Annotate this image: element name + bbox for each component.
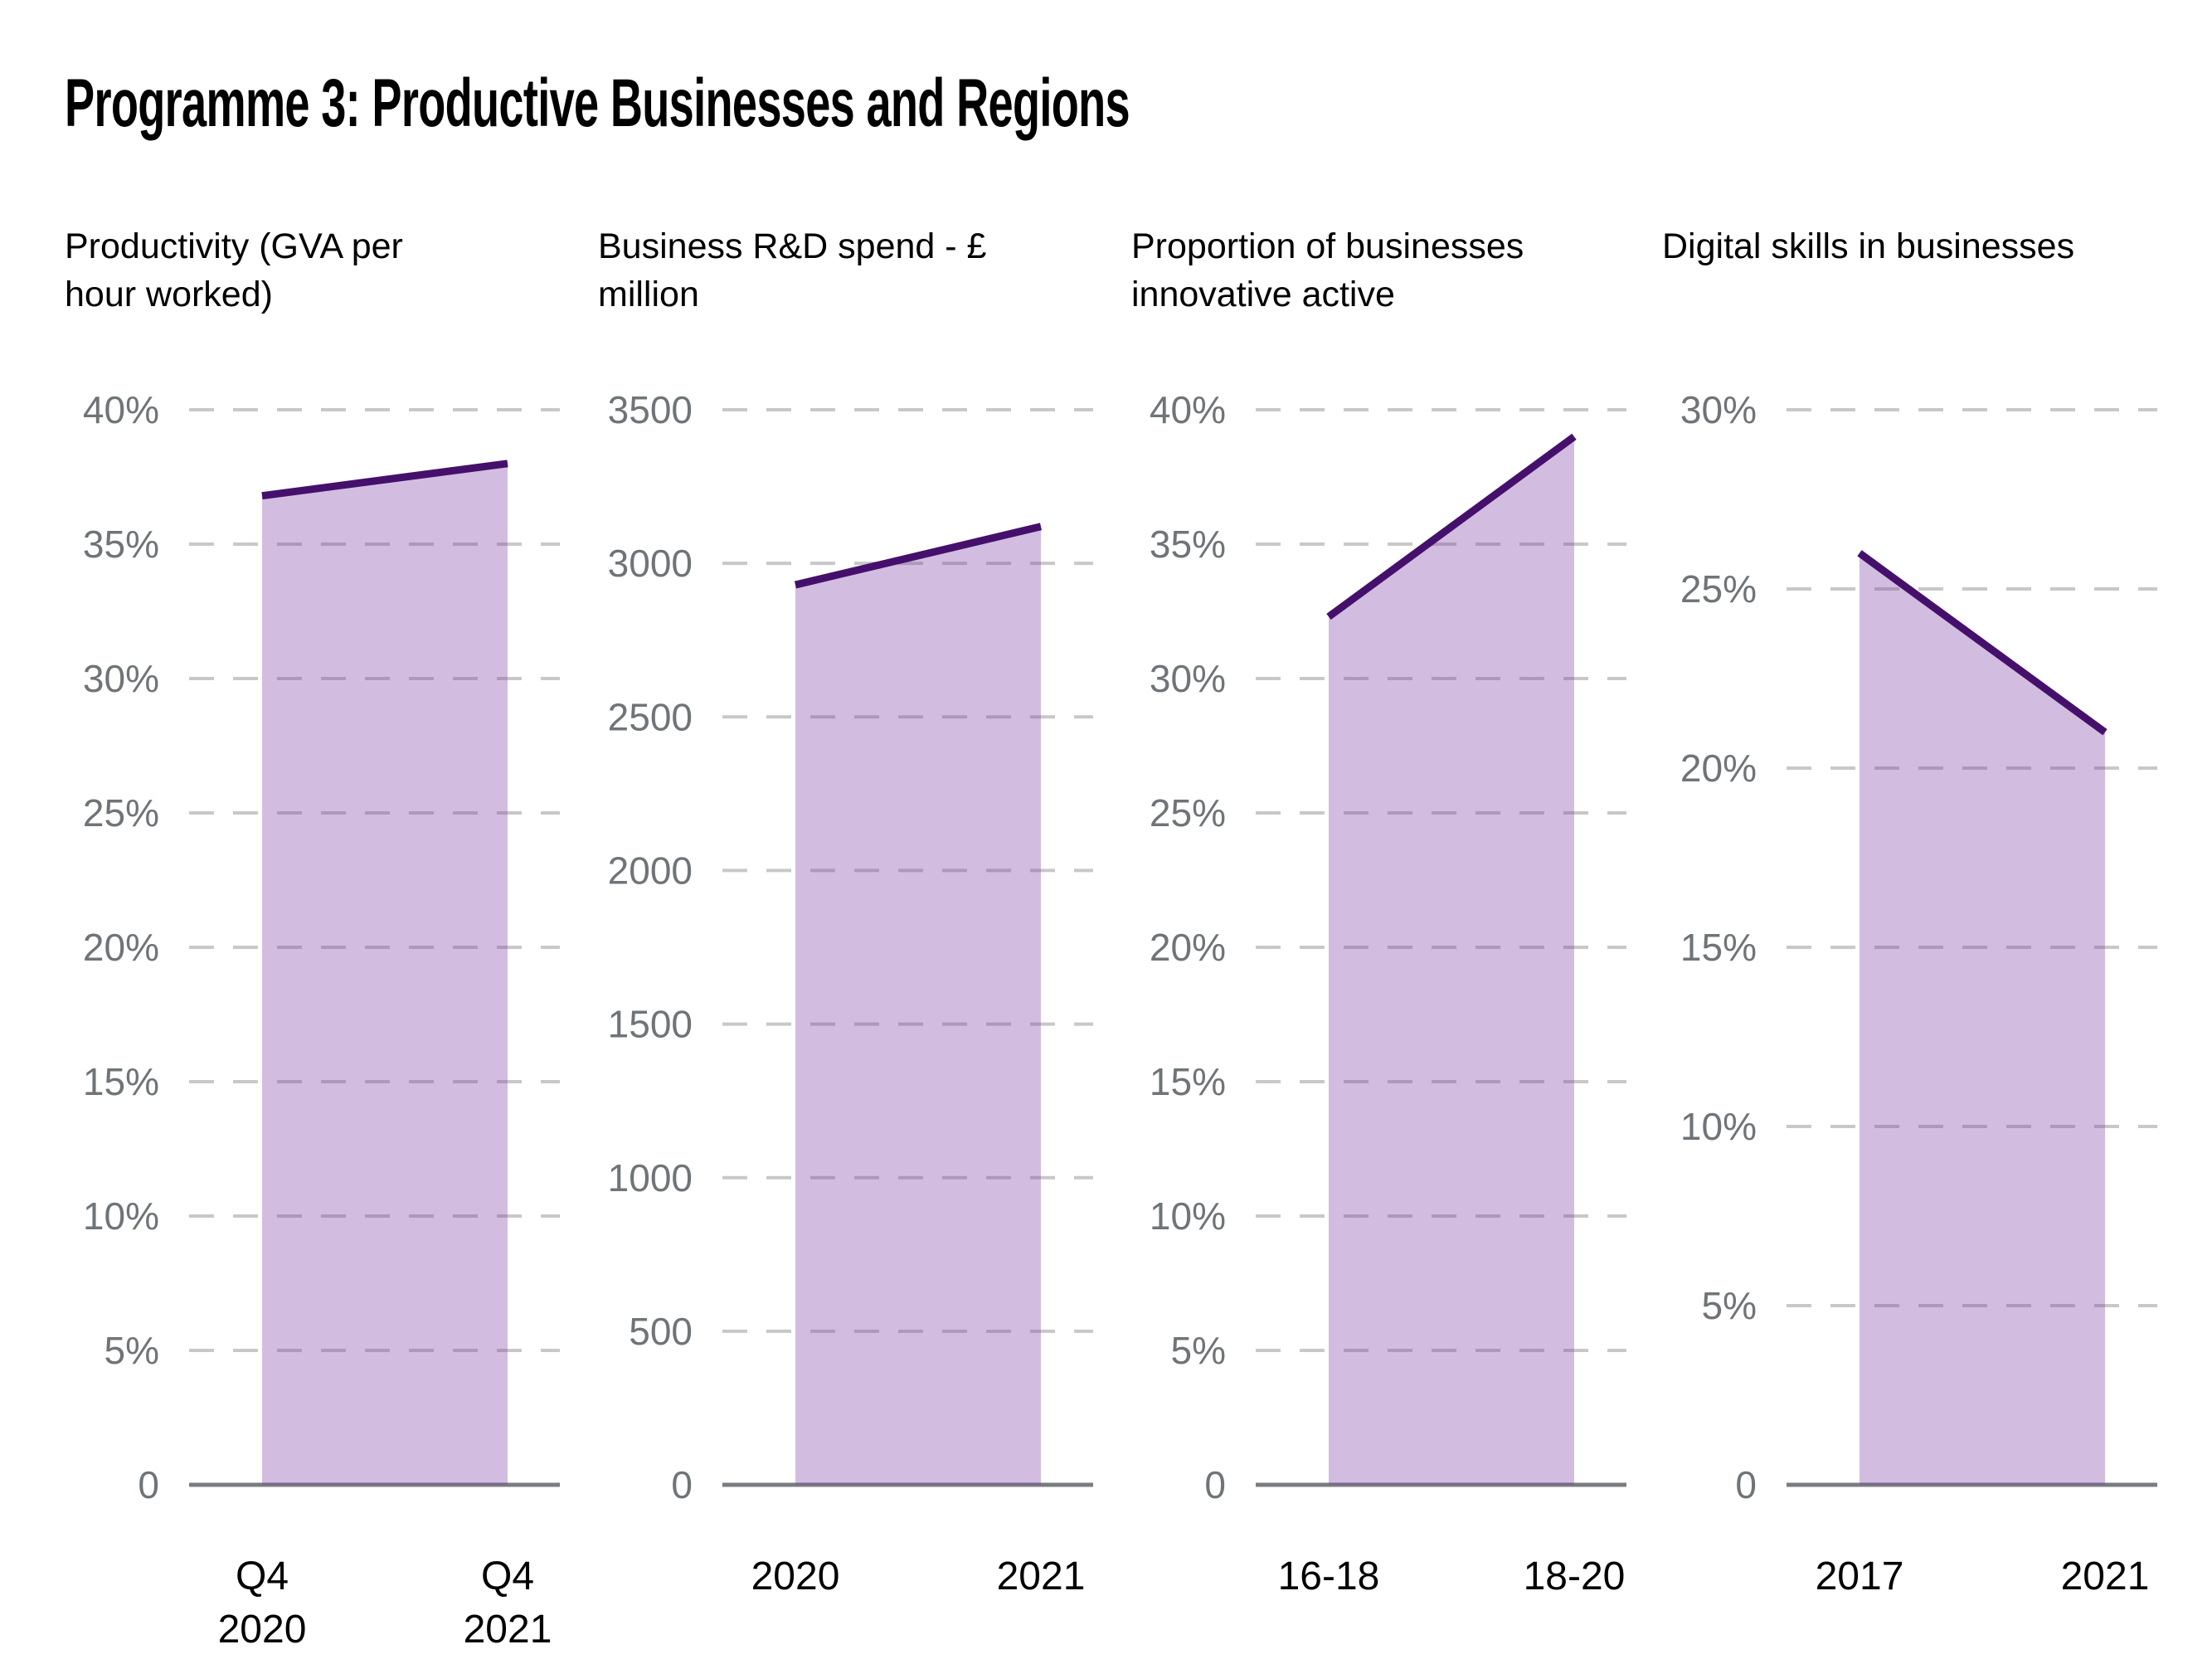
trend-line — [1857, 550, 2107, 736]
y-tick-label: 15% — [83, 1060, 159, 1103]
y-tick-label: 35% — [83, 523, 159, 566]
x-axis-label: 2021 — [2061, 1554, 2150, 1598]
x-axis-label: 2017 — [1816, 1554, 1904, 1598]
y-tick-label: 25% — [1150, 791, 1226, 834]
x-axis-label: 2021 — [997, 1554, 1086, 1598]
area-fill — [1860, 552, 2105, 1485]
y-tick-label: 20% — [1150, 926, 1226, 969]
y-tick-label: 2500 — [608, 695, 693, 738]
y-tick-label: 500 — [629, 1310, 693, 1353]
chart-innovative: 40% 35% 30% 25% 20% 15% 10% 5% 0 16-18 18-20 — [1150, 388, 1626, 1598]
y-tick-label: 5% — [105, 1329, 159, 1372]
chart-subtitle-line: Digital skills in businesses — [1662, 226, 2075, 266]
y-tick-label: 3000 — [608, 542, 693, 585]
y-tick-label: 40% — [1150, 388, 1226, 431]
y-tick-label: 10% — [83, 1194, 159, 1238]
area-fill — [262, 463, 508, 1485]
chart-subtitle-line: innovative active — [1131, 275, 1395, 314]
chart-subtitle-line: Productivity (GVA per — [65, 226, 403, 266]
page-title: Programme 3: Productive Businesses and R… — [65, 66, 1130, 141]
chart-subtitle-rd-spend: Business R&D spend - £ million — [598, 222, 1079, 319]
y-tick-label: 0 — [671, 1463, 693, 1506]
y-tick-label: 0 — [138, 1463, 159, 1506]
y-tick-label: 40% — [83, 388, 159, 431]
trend-line — [794, 523, 1043, 589]
y-tick-label: 1500 — [608, 1003, 693, 1046]
x-axis-label: 16-18 — [1278, 1554, 1380, 1598]
chart-subtitle-line: Proportion of businesses — [1131, 226, 1524, 266]
trend-line — [1326, 433, 1577, 620]
chart-subtitle-line: Business R&D spend - £ — [598, 226, 987, 266]
x-axis-label: 18-20 — [1524, 1554, 1626, 1598]
chart-subtitle-productivity: Productivity (GVA per hour worked) — [65, 222, 546, 319]
area-fill — [1329, 436, 1574, 1485]
x-axis-label: 2020 — [218, 1608, 307, 1652]
chart-rd-spend: 3500 3000 2500 2000 1500 1000 500 0 2020 2021 — [608, 388, 1093, 1598]
y-tick-label: 0 — [1735, 1463, 1757, 1506]
x-axis-label: 2021 — [464, 1608, 552, 1652]
area-fill — [795, 526, 1041, 1486]
y-tick-label: 10% — [1150, 1194, 1226, 1238]
y-tick-label: 25% — [83, 791, 159, 834]
y-tick-label: 0 — [1204, 1463, 1226, 1506]
chart-subtitle-line: million — [598, 275, 699, 314]
x-axis-label: Q4 — [481, 1554, 534, 1598]
y-tick-label: 5% — [1171, 1329, 1226, 1372]
chart-digital-skills: 30% 25% 20% 15% 10% 5% 0 2017 2021 — [1680, 388, 2157, 1598]
y-tick-label: 20% — [83, 926, 159, 969]
y-tick-label: 25% — [1680, 567, 1757, 611]
x-axis-label: Q4 — [236, 1554, 289, 1598]
chart-subtitle-line: hour worked) — [65, 275, 273, 314]
chart-subtitle-digital-skills: Digital skills in businesses — [1662, 222, 2143, 270]
y-tick-label: 30% — [1680, 388, 1757, 431]
chart-productivity: 40% 35% 30% 25% 20% 15% 10% 5% 0 Q4 2020 Q4 2021 — [83, 388, 560, 1652]
y-tick-label: 3500 — [608, 388, 693, 431]
y-tick-label: 15% — [1150, 1060, 1226, 1103]
trend-line — [261, 460, 508, 500]
y-tick-label: 20% — [1680, 747, 1757, 790]
y-tick-label: 15% — [1680, 926, 1757, 969]
y-tick-label: 2000 — [608, 849, 693, 893]
y-tick-label: 1000 — [608, 1156, 693, 1199]
y-tick-label: 10% — [1680, 1105, 1757, 1148]
y-tick-label: 35% — [1150, 523, 1226, 566]
chart-subtitle-innovative: Proportion of businesses innovative acti… — [1131, 222, 1612, 319]
y-tick-label: 30% — [1150, 657, 1226, 700]
x-axis-label: 2020 — [751, 1554, 840, 1598]
y-tick-label: 5% — [1702, 1284, 1757, 1327]
y-tick-label: 30% — [83, 657, 159, 700]
